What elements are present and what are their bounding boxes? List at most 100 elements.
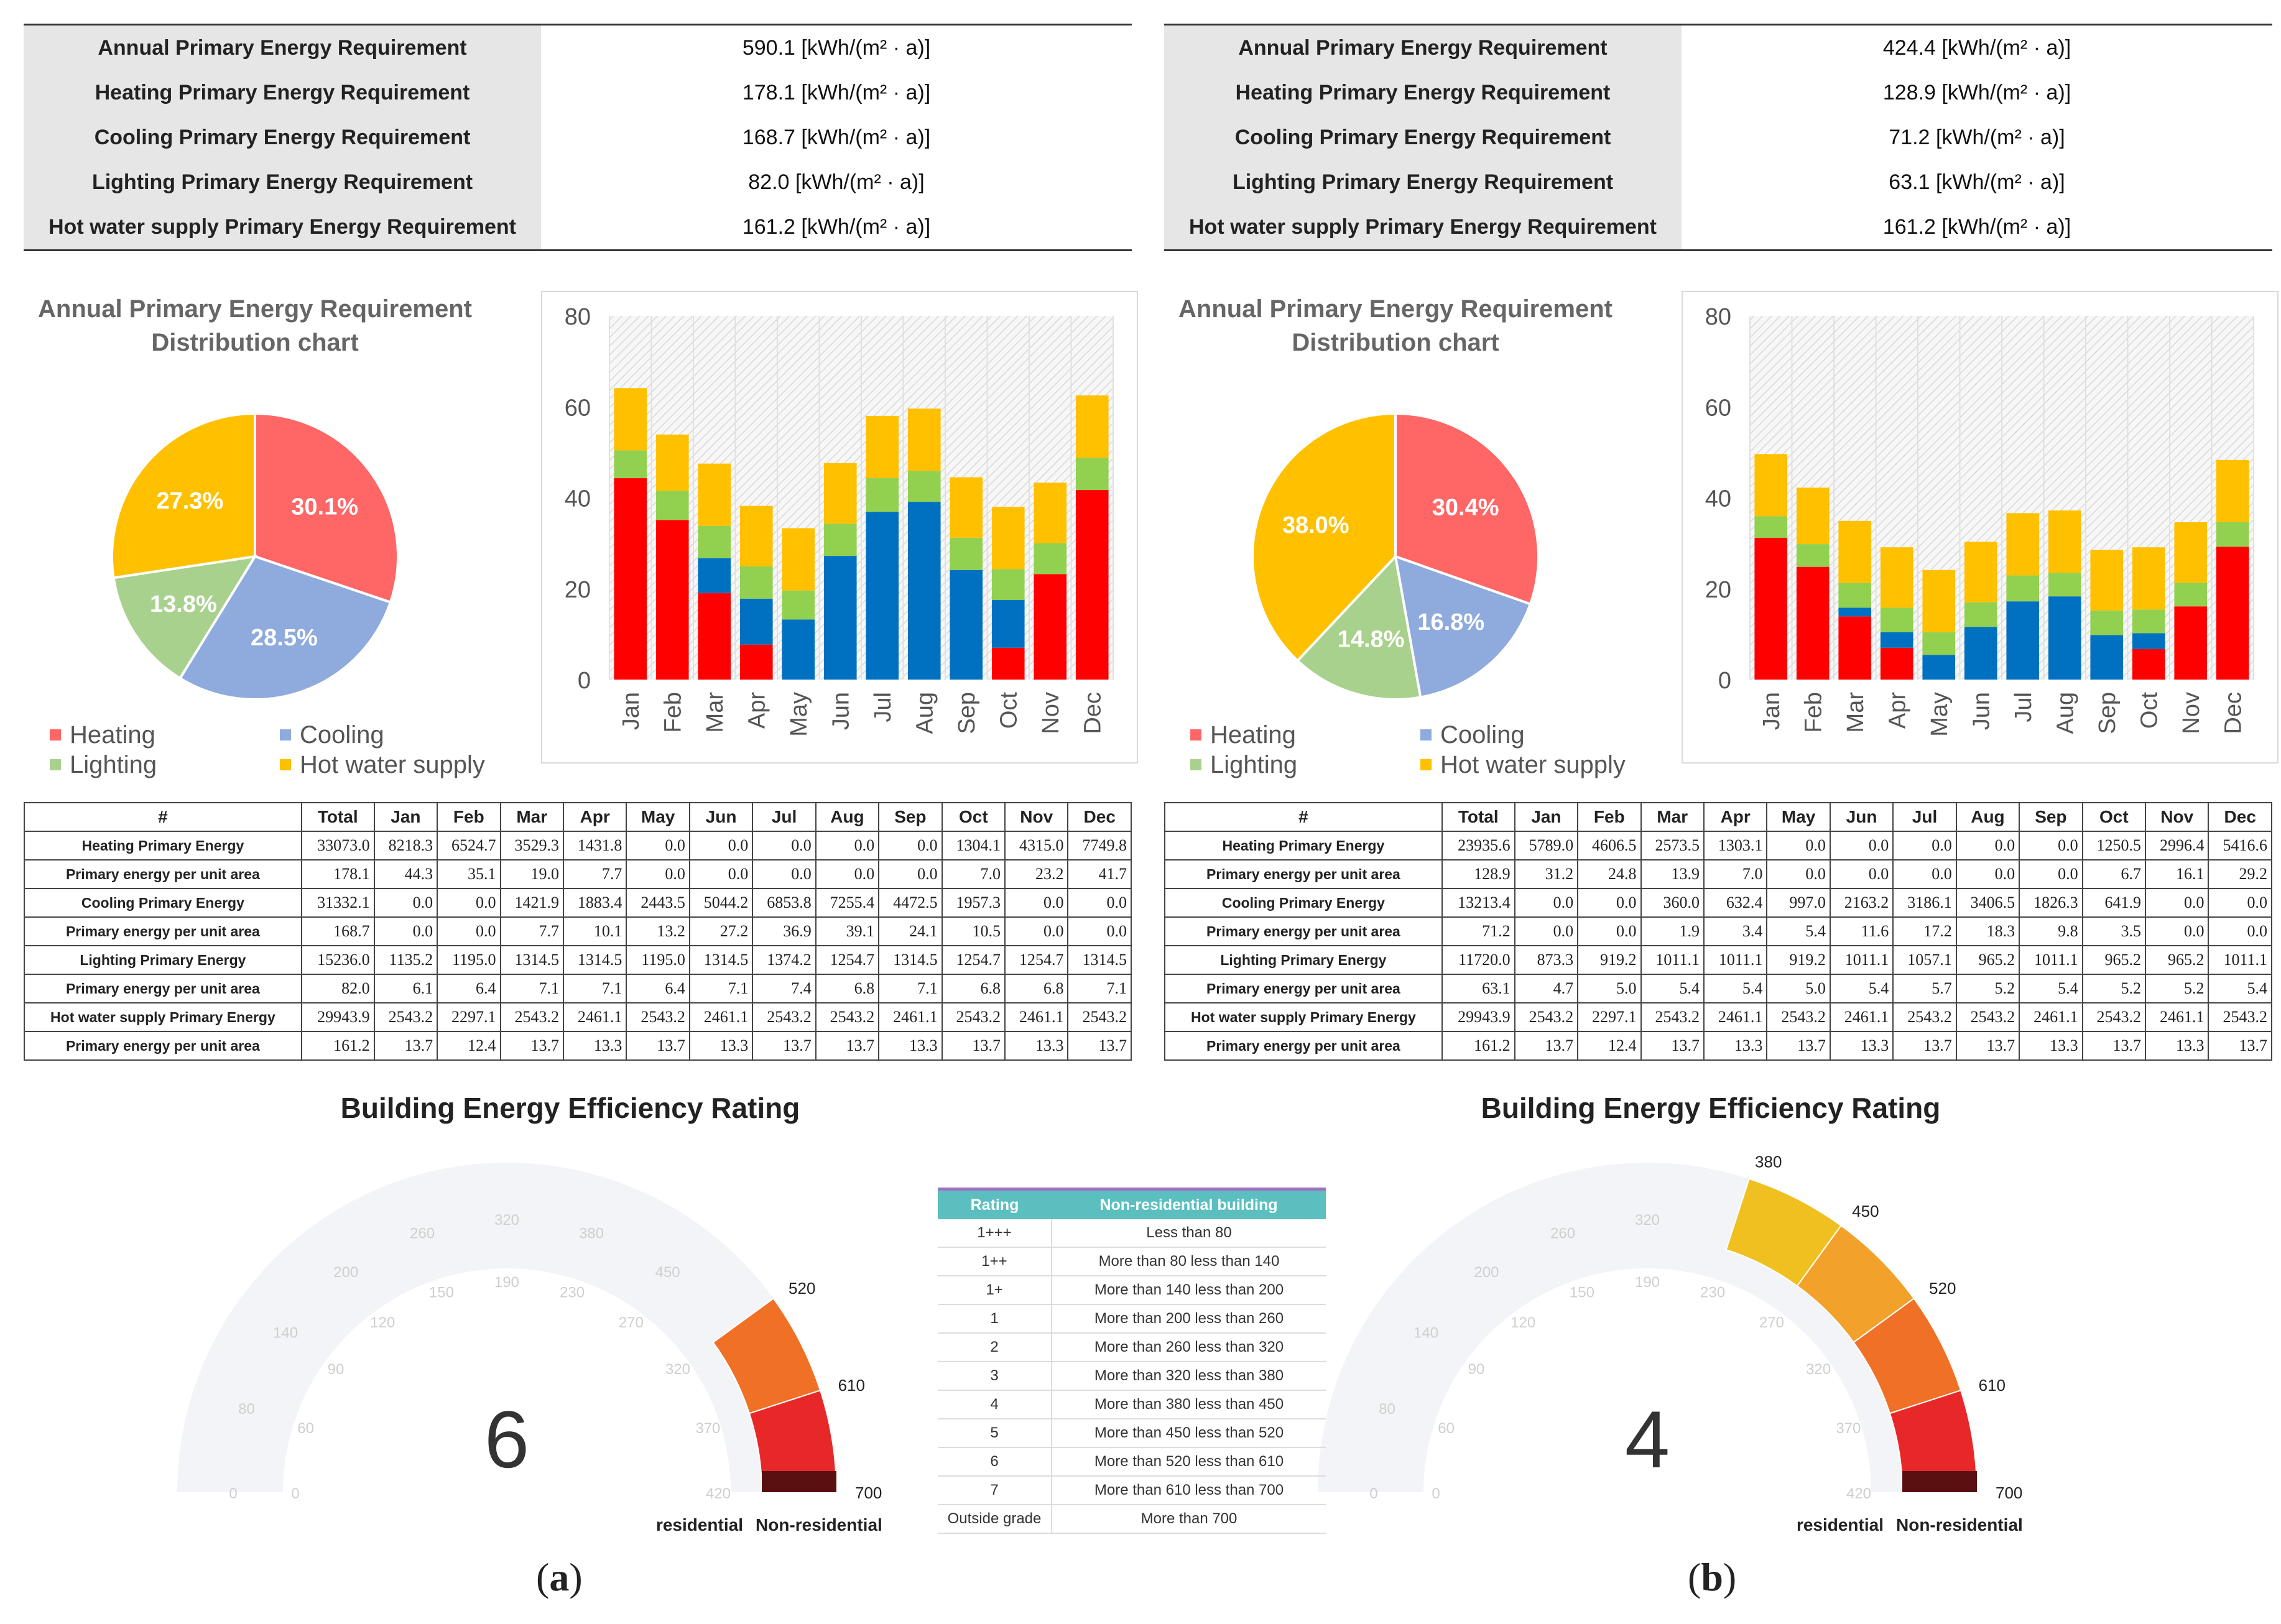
bar-segment — [2048, 510, 2081, 573]
table-cell: 0.0 — [1829, 831, 1894, 860]
table-cell: 2461.1 — [1004, 1002, 1069, 1032]
bar-segment — [823, 556, 857, 680]
gauge-inner-label: 120 — [370, 1314, 395, 1331]
x-tick-label: Nov — [2178, 692, 2205, 734]
bar-segment — [1754, 516, 1788, 538]
rating-row: 1+ More than 140 less than 200 — [938, 1276, 1326, 1305]
table-cell: 2461.1 — [2145, 1002, 2209, 1032]
summary-value-cell: 82.0 [kWh/(m² · a)] — [541, 160, 1132, 205]
table-cell: 2443.5 — [626, 888, 690, 918]
rating-row: 6 More than 520 less than 610 — [938, 1447, 1326, 1477]
summary-label: Heating Primary Energy Requirement — [24, 70, 541, 115]
bar-segment — [614, 478, 647, 680]
table-cell: 1011.1 — [2208, 945, 2272, 975]
table-cell: 2461.1 — [878, 1002, 943, 1032]
gauge-inner-label: 270 — [1759, 1314, 1784, 1331]
rating-row: 3 More than 320 less than 380 — [938, 1362, 1326, 1391]
table-cell: 13.3 — [2019, 1031, 2083, 1061]
bar-segment — [950, 570, 983, 680]
table-cell: 33073.0 — [300, 831, 375, 860]
bar-segment — [1880, 547, 1913, 608]
table-cell: 3.4 — [1703, 916, 1768, 946]
y-tick-label: 20 — [1705, 577, 1731, 603]
rating-grade: 7 — [938, 1476, 1052, 1505]
table-cell: 0.0 — [437, 888, 501, 918]
gauge-legend-nonresidential: Non-residential — [756, 1515, 882, 1534]
table-cell: 13.3 — [562, 1031, 627, 1061]
gauge-outer-label: 200 — [1474, 1264, 1499, 1281]
gauge-outer-label: 380 — [579, 1225, 604, 1242]
x-tick-label: Jan — [1759, 692, 1785, 730]
table-cell: 13.7 — [626, 1031, 690, 1061]
legend-label: Lighting — [70, 751, 157, 778]
summary-value: 168.7 — [742, 125, 795, 149]
y-tick-label: 80 — [565, 304, 591, 330]
gauge-outer-label: 320 — [494, 1212, 519, 1229]
gauge-outer-label: 380 — [1755, 1152, 1782, 1171]
legend-label: Heating — [70, 721, 155, 749]
table-header: Jul — [1892, 802, 1957, 832]
summary-unit: [kWh/(m² · a)] — [1935, 170, 2065, 194]
table-cell: 13.3 — [1703, 1031, 1768, 1061]
table-cell: 1135.2 — [373, 945, 438, 975]
table-cell: 0.0 — [1004, 888, 1069, 918]
table-cell: 0.0 — [2019, 831, 2083, 860]
bar-segment — [1838, 583, 1872, 608]
table-cell: 7.1 — [499, 974, 564, 1003]
rating-range: Less than 80 — [1052, 1219, 1326, 1248]
bar-segment — [2090, 610, 2124, 635]
table-cell: 13.3 — [1004, 1031, 1069, 1061]
table-cell: 2996.4 — [2145, 831, 2209, 860]
table-cell: 2543.2 — [1067, 1002, 1132, 1032]
table-cell: 1957.3 — [941, 888, 1006, 918]
bar-segment — [1922, 632, 1956, 655]
rating-table: Rating Non-residential building 1+++ Less… — [938, 1188, 1326, 1534]
summary-label: Heating Primary Energy Requirement — [1164, 70, 1682, 115]
x-tick-label: Aug — [2052, 692, 2078, 734]
table-row: Primary energy per unit area 178.1 44.3 35.… — [24, 859, 1132, 889]
x-tick-label: Aug — [912, 692, 938, 734]
table-cell: 128.9 — [1441, 859, 1515, 889]
bar-segment — [2132, 547, 2165, 610]
table-cell: 13.7 — [2081, 1031, 2147, 1061]
summary-value-cell: 590.1 [kWh/(m² · a)] — [541, 25, 1132, 71]
table-cell: 2573.5 — [1640, 831, 1705, 860]
gauge-inner-label: 150 — [1570, 1285, 1594, 1301]
rating-row: 1+++ Less than 80 — [938, 1219, 1326, 1248]
gauge-inner-label: 370 — [1836, 1420, 1861, 1437]
bar-segment — [2090, 550, 2124, 611]
table-cell: 5.4 — [1703, 974, 1768, 1003]
gauge-title: Building Energy Efficiency Rating — [340, 1092, 800, 1124]
table-cell: 1314.5 — [878, 945, 943, 975]
table-cell: 31.2 — [1514, 859, 1579, 889]
y-tick-label: 20 — [565, 577, 591, 603]
bar-segment — [1964, 627, 1997, 680]
table-cell: 1195.0 — [437, 945, 501, 975]
summary-value: 161.2 — [742, 215, 795, 239]
gauge-outer-label: 700 — [1996, 1483, 2022, 1502]
rating-grade: 5 — [938, 1419, 1052, 1448]
summary-unit: [kWh/(m² · a)] — [801, 35, 931, 60]
table-cell: 71.2 — [1441, 916, 1515, 946]
summary-label: Lighting Primary Energy Requirement — [1164, 160, 1682, 205]
table-cell: 29943.9 — [300, 1002, 375, 1032]
x-tick-label: Sep — [954, 692, 980, 734]
table-cell: 0.0 — [688, 859, 754, 889]
pie-title-line: Annual Primary Energy Requirement — [38, 295, 472, 323]
table-cell: 0.0 — [626, 859, 690, 889]
table-header: Feb — [437, 802, 501, 832]
table-cell: 63.1 — [1441, 974, 1515, 1003]
table-cell: 0.0 — [1766, 859, 1831, 889]
pie-title: Annual Primary Energy Requirement Distrib… — [1172, 292, 1619, 359]
panel-caption: (a) — [536, 1555, 583, 1599]
table-cell: 6853.8 — [752, 888, 817, 918]
rating-range: More than 200 less than 260 — [1052, 1304, 1326, 1334]
summary-row: Lighting Primary Energy Requirement 82.0 … — [24, 160, 1132, 205]
table-row: Primary energy per unit area 71.2 0.0 0.0 1.… — [1164, 916, 2272, 946]
table-row: Hot water supply Primary Energy 29943.9 25… — [24, 1002, 1132, 1032]
bar-segment — [2006, 513, 2040, 576]
table-cell: 632.4 — [1703, 888, 1768, 918]
summary-row: Cooling Primary Energy Requirement 71.2 [… — [1164, 115, 2272, 160]
table-cell: 2543.2 — [1514, 1002, 1579, 1032]
row-label: Primary energy per unit area — [1164, 859, 1443, 889]
